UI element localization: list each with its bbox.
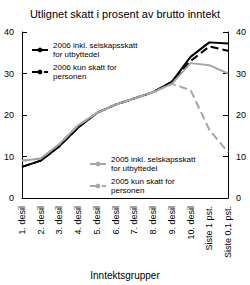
svg-text:20: 20 — [4, 110, 14, 120]
svg-text:2005 kun skatt for: 2005 kun skatt for — [111, 177, 177, 186]
svg-text:Inntektsgrupper: Inntektsgrupper — [90, 270, 160, 281]
svg-text:2006 inkl. selskapsskatt: 2006 inkl. selskapsskatt — [53, 41, 140, 50]
svg-text:5. desil: 5. desil — [92, 206, 102, 235]
svg-text:4. desil: 4. desil — [73, 206, 83, 235]
svg-text:for utbyttedel: for utbyttedel — [53, 50, 99, 59]
svg-text:20: 20 — [236, 110, 246, 120]
svg-text:0: 0 — [236, 193, 241, 203]
svg-text:30: 30 — [236, 69, 246, 79]
svg-text:2. desil: 2. desil — [36, 206, 46, 235]
svg-text:10. desil: 10. desil — [186, 206, 196, 240]
svg-text:7. desil: 7. desil — [129, 206, 139, 235]
svg-text:3. desil: 3. desil — [54, 206, 64, 235]
svg-text:2005 inkl. selskapsskatt: 2005 inkl. selskapsskatt — [111, 155, 198, 164]
svg-text:40: 40 — [236, 27, 246, 37]
svg-text:10: 10 — [4, 152, 14, 162]
svg-text:personen: personen — [53, 72, 86, 81]
svg-text:Utlignet skatt i prosent av br: Utlignet skatt i prosent av brutto innte… — [30, 8, 220, 20]
svg-text:0: 0 — [9, 193, 14, 203]
svg-text:for utbyttedel: for utbyttedel — [111, 164, 157, 173]
svg-text:Siste 1 pst.: Siste 1 pst. — [204, 206, 214, 251]
svg-text:6. desil: 6. desil — [111, 206, 121, 235]
svg-text:40: 40 — [4, 27, 14, 37]
svg-text:10: 10 — [236, 152, 246, 162]
svg-text:2006 kun skatt for: 2006 kun skatt for — [53, 63, 119, 72]
svg-text:Siste 0,1 pst.: Siste 0,1 pst. — [223, 206, 233, 258]
svg-text:8. desil: 8. desil — [148, 206, 158, 235]
svg-text:1. desil: 1. desil — [17, 206, 27, 235]
svg-text:30: 30 — [4, 69, 14, 79]
svg-text:9. desil: 9. desil — [167, 206, 177, 235]
svg-text:personen: personen — [111, 186, 144, 195]
